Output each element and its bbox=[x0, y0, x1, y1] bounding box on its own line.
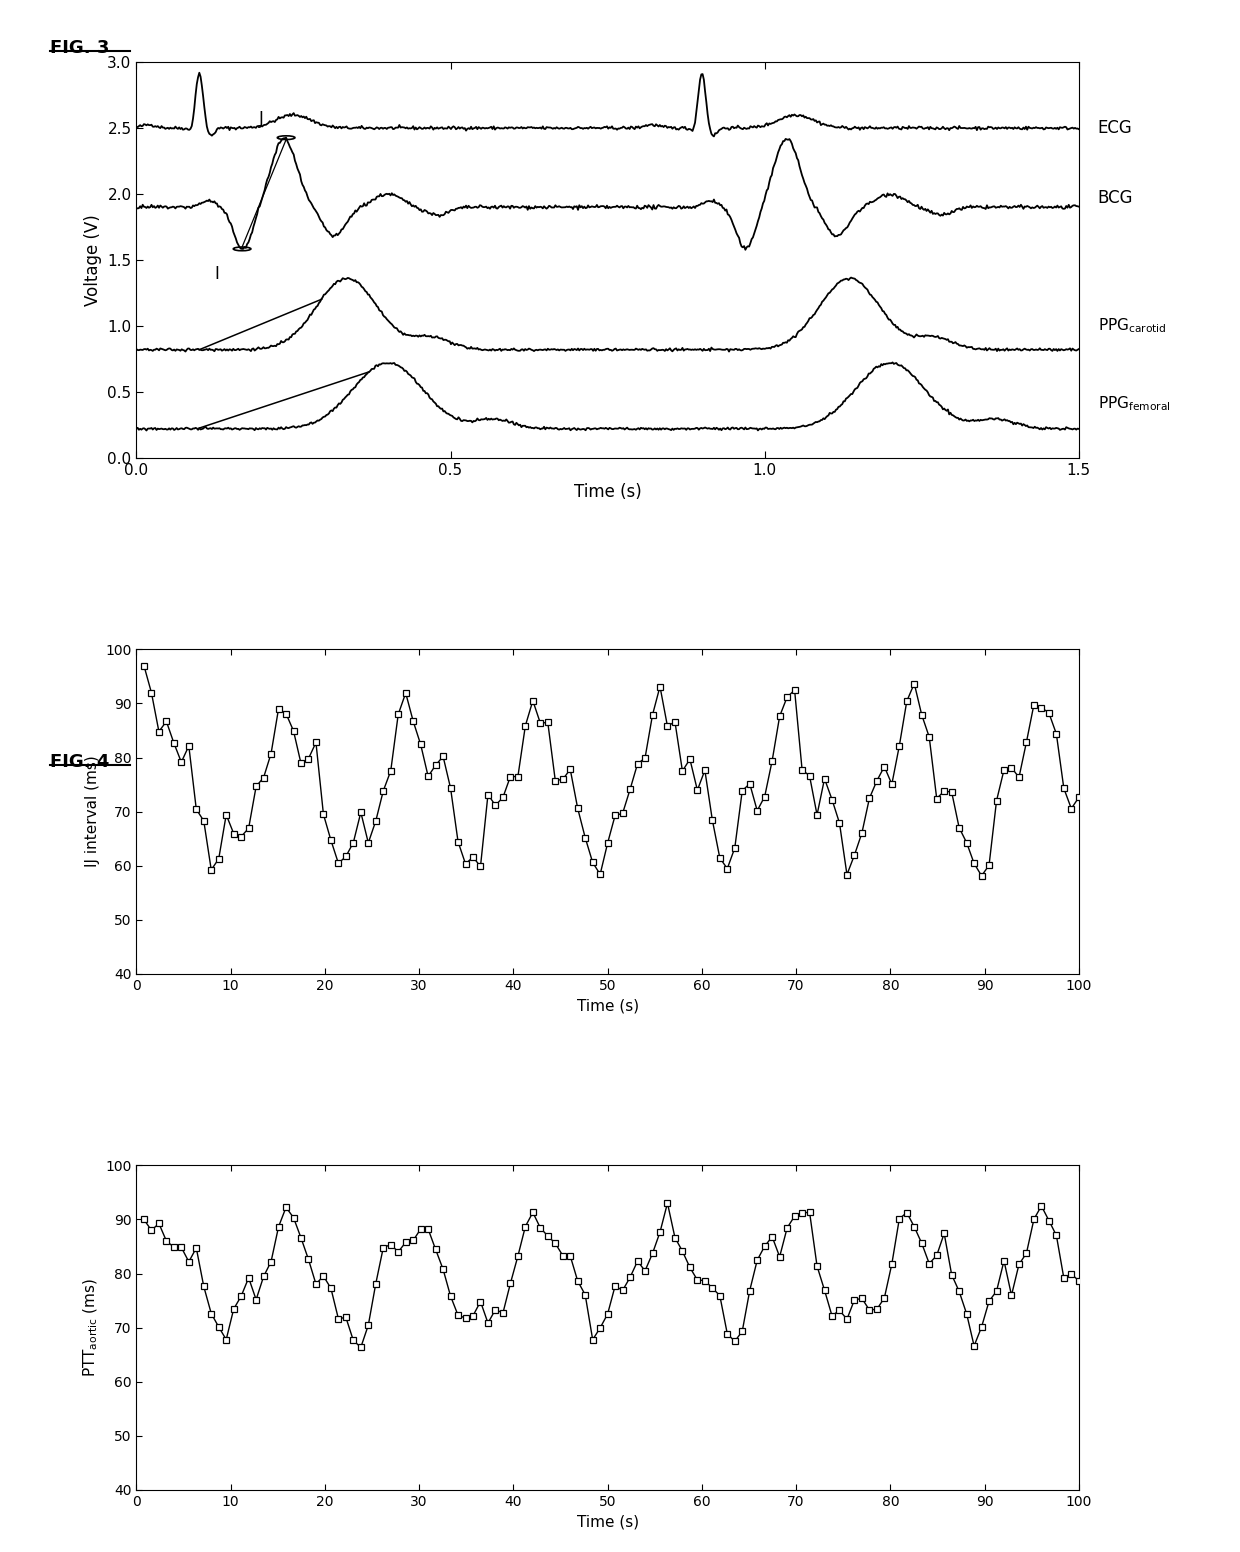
X-axis label: Time (s): Time (s) bbox=[574, 483, 641, 501]
Y-axis label: Voltage (V): Voltage (V) bbox=[84, 214, 102, 306]
Text: FIG. 3: FIG. 3 bbox=[50, 39, 109, 57]
Text: ECG: ECG bbox=[1097, 120, 1132, 137]
Y-axis label: IJ interval (ms): IJ interval (ms) bbox=[84, 756, 99, 868]
Y-axis label: PTT$_{\rm aortic}$ (ms): PTT$_{\rm aortic}$ (ms) bbox=[81, 1279, 99, 1377]
X-axis label: Time (s): Time (s) bbox=[577, 998, 639, 1013]
Text: I: I bbox=[215, 265, 219, 282]
Text: PPG$_{\rm carotid}$: PPG$_{\rm carotid}$ bbox=[1097, 317, 1167, 335]
Text: FIG. 4: FIG. 4 bbox=[50, 753, 109, 771]
Text: BCG: BCG bbox=[1097, 189, 1133, 206]
X-axis label: Time (s): Time (s) bbox=[577, 1515, 639, 1529]
Text: PPG$_{\rm femoral}$: PPG$_{\rm femoral}$ bbox=[1097, 394, 1171, 413]
Text: J: J bbox=[259, 110, 263, 129]
